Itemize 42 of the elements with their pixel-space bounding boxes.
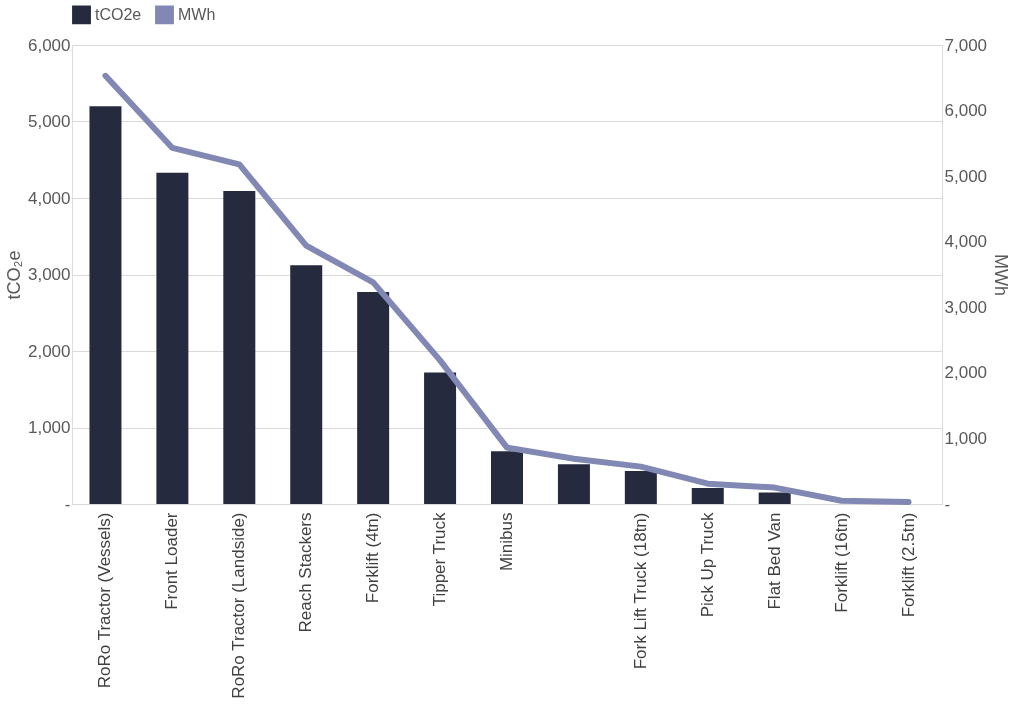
y2-tick-label: 5,000	[944, 166, 988, 186]
y-tick-label: 4,000	[27, 188, 71, 208]
y2-tick-label: -	[944, 494, 951, 514]
bar	[624, 471, 657, 504]
legend-label: MWh	[178, 5, 216, 23]
bar	[357, 292, 390, 504]
y2-axis-title: MWh	[991, 254, 1012, 296]
x-tick-label: Front Loader	[162, 512, 182, 610]
bar	[758, 492, 791, 504]
y2-tick-label: 2,000	[944, 363, 988, 383]
bar	[290, 265, 323, 504]
y-axis-title: tCO₂e	[3, 250, 24, 300]
bar	[557, 464, 590, 504]
x-tick-label: Forklift (16tn)	[831, 512, 851, 613]
y2-tick-label: 3,000	[944, 297, 988, 317]
x-tick-label: Reach Stackers	[296, 512, 316, 633]
x-tick-label: Forklift (2.5tn)	[898, 512, 918, 618]
bar	[491, 451, 523, 504]
x-tick-label: RoRo Tractor (Landside)	[229, 512, 249, 699]
bar	[691, 487, 724, 504]
x-tick-label: Tipper Truck	[430, 512, 450, 607]
x-tick-label: RoRo Tractor (Vessels)	[95, 512, 115, 689]
y2-tick-label: 7,000	[944, 35, 988, 55]
y-tick-label: 3,000	[27, 265, 71, 284]
y2-tick-label: 1,000	[944, 428, 988, 448]
bar	[424, 372, 457, 504]
x-tick-label: Minibus	[497, 512, 516, 572]
y2-tick-label: 6,000	[944, 101, 988, 121]
y-tick-label: 1,000	[27, 418, 71, 437]
bar	[156, 172, 189, 504]
legend-label: tCO2e	[95, 5, 142, 23]
x-tick-label: Pick Up Truck	[697, 512, 717, 618]
y-tick-label: 5,000	[27, 112, 71, 131]
x-tick-label: Forklift (4tn)	[363, 512, 383, 604]
bar	[223, 191, 256, 504]
x-tick-label: Flat Bed Van	[764, 512, 784, 610]
bar	[89, 106, 122, 504]
y-tick-label: -	[64, 494, 71, 514]
y-tick-label: 6,000	[27, 35, 71, 55]
y-tick-label: 2,000	[27, 341, 71, 361]
y2-tick-label: 4,000	[944, 232, 988, 252]
x-tick-label: Fork Lift Truck (18tn)	[630, 512, 650, 670]
